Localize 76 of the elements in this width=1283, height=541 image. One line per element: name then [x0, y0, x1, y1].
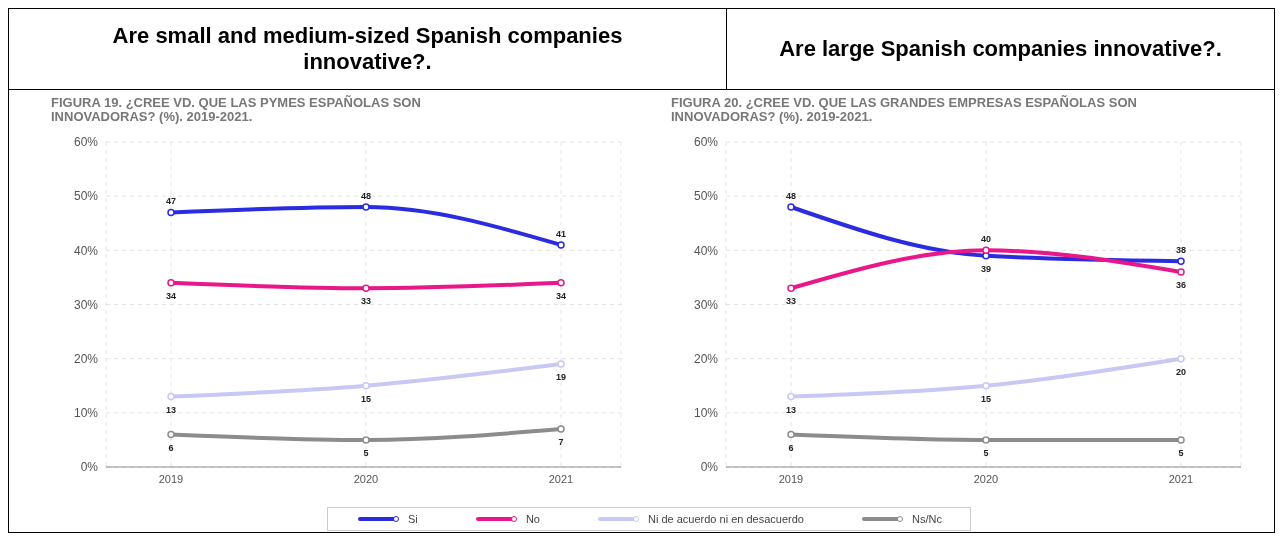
- point: [362, 436, 370, 444]
- y-tick-label: 50%: [73, 189, 99, 204]
- point: [787, 392, 795, 401]
- point: [1177, 354, 1185, 363]
- point: [982, 436, 990, 444]
- data-label: 6: [788, 442, 794, 453]
- data-label: 47: [165, 196, 177, 207]
- y-tick-label: 40%: [73, 243, 99, 258]
- point: [1177, 268, 1185, 276]
- data-label: 6: [168, 442, 174, 453]
- y-tick-label: 0%: [80, 460, 99, 475]
- x-tick-label: 2019: [778, 472, 804, 485]
- point: [982, 382, 990, 390]
- point: [167, 208, 175, 217]
- chart-title: Are small and medium-sized Spanish companies innovative?.: [111, 22, 624, 76]
- data-label: 34: [555, 290, 567, 301]
- point: [787, 203, 795, 211]
- y-tick-label: 40%: [693, 243, 719, 258]
- y-tick-label: 30%: [693, 297, 719, 312]
- data-label: 15: [980, 393, 992, 404]
- data-label: 36: [1175, 280, 1187, 290]
- data-label: 5: [363, 447, 369, 458]
- data-label: 13: [785, 404, 797, 415]
- data-label: 7: [558, 437, 564, 448]
- data-label: 5: [1178, 447, 1184, 458]
- data-label: 34: [165, 290, 177, 301]
- point: [982, 252, 990, 260]
- point: [167, 430, 175, 439]
- point: [557, 425, 565, 433]
- chart-title: Are large Spanish companies innovative?.: [726, 9, 1274, 89]
- point: [167, 392, 175, 401]
- x-tick-label: 2021: [1168, 472, 1194, 485]
- data-label: 41: [555, 228, 567, 239]
- legend-label: Ns/Nc: [912, 513, 942, 525]
- x-tick-label: 2020: [973, 472, 999, 485]
- chart-subtitle: FIGURA 20. ¿CREE VD. QUE LAS GRANDES EMPRESAS ESPAÑOLAS SON INNOVADORAS? (%). 2019-2021.: [671, 95, 1138, 124]
- y-tick-label: 10%: [693, 406, 719, 421]
- y-tick-label: 20%: [693, 351, 719, 366]
- y-tick-label: 30%: [73, 297, 99, 312]
- point: [557, 360, 565, 368]
- x-tick-label: 2021: [548, 472, 574, 485]
- data-label: 33: [785, 296, 797, 307]
- point: [982, 246, 990, 255]
- point: [557, 279, 565, 287]
- chart-subtitle: FIGURA 19. ¿CREE VD. QUE LAS PYMES ESPAÑOLAS SON INNOVADORAS? (%). 2019-2021.: [51, 95, 422, 124]
- data-label: 33: [360, 296, 372, 307]
- point: [167, 279, 175, 287]
- y-tick-label: 50%: [693, 189, 719, 204]
- y-tick-label: 20%: [73, 351, 99, 366]
- legend-label: Si: [408, 513, 418, 525]
- point: [1177, 436, 1185, 444]
- data-label: 13: [165, 404, 177, 415]
- point: [362, 284, 370, 292]
- data-label: 40: [980, 234, 992, 245]
- data-label: 19: [555, 372, 567, 383]
- y-tick-label: 60%: [73, 135, 99, 150]
- data-label: 38: [1175, 245, 1187, 256]
- legend-label: No: [525, 513, 540, 525]
- point: [1177, 257, 1185, 265]
- point: [787, 430, 795, 439]
- x-tick-label: 2020: [353, 472, 379, 485]
- point: [362, 382, 370, 390]
- data-label: 39: [980, 263, 992, 274]
- y-tick-label: 10%: [73, 406, 99, 421]
- point: [787, 284, 795, 292]
- y-tick-label: 0%: [700, 460, 719, 475]
- x-tick-label: 2019: [158, 472, 184, 485]
- y-tick-label: 60%: [693, 135, 719, 150]
- data-label: 15: [360, 393, 372, 404]
- point: [362, 203, 370, 211]
- legend-label: Ni de acuerdo ni en desacuerdo: [648, 513, 804, 525]
- data-label: 20: [1175, 366, 1187, 377]
- data-label: 5: [983, 447, 989, 458]
- data-label: 48: [785, 191, 797, 201]
- point: [557, 241, 565, 249]
- data-label: 48: [360, 191, 372, 201]
